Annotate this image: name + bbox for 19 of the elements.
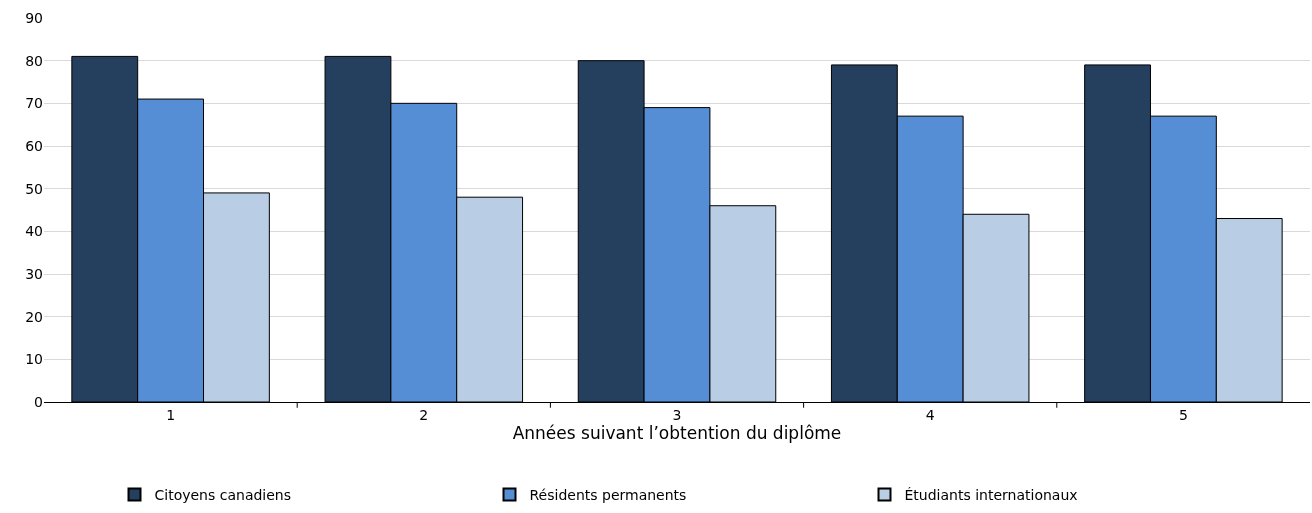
x-tick-label: 5 [1178, 406, 1188, 423]
x-tick-label: 2 [419, 406, 429, 423]
y-tick-label: 70 [25, 95, 43, 112]
y-tick-label: 20 [25, 308, 43, 325]
y-tick-label: 0 [34, 393, 43, 410]
y-tick-label: 10 [25, 351, 43, 368]
y-tick-label: 50 [25, 180, 43, 197]
legend-label: Citoyens canadiens [154, 486, 292, 503]
legend-label: Résidents permanents [529, 486, 687, 503]
x-tick-label: 3 [672, 406, 682, 423]
y-tick-label: 90 [25, 9, 43, 26]
x-tick-label: 4 [925, 406, 935, 423]
y-tick-label: 30 [25, 265, 43, 282]
y-tick-label: 60 [25, 137, 43, 154]
x-axis-title: Années suivant l’obtention du diplôme [512, 422, 842, 443]
x-tick-label: 1 [166, 406, 176, 423]
y-tick-label: 40 [25, 223, 43, 240]
legend-label: Étudiants internationaux [904, 486, 1078, 503]
y-tick-label: 80 [25, 52, 43, 69]
